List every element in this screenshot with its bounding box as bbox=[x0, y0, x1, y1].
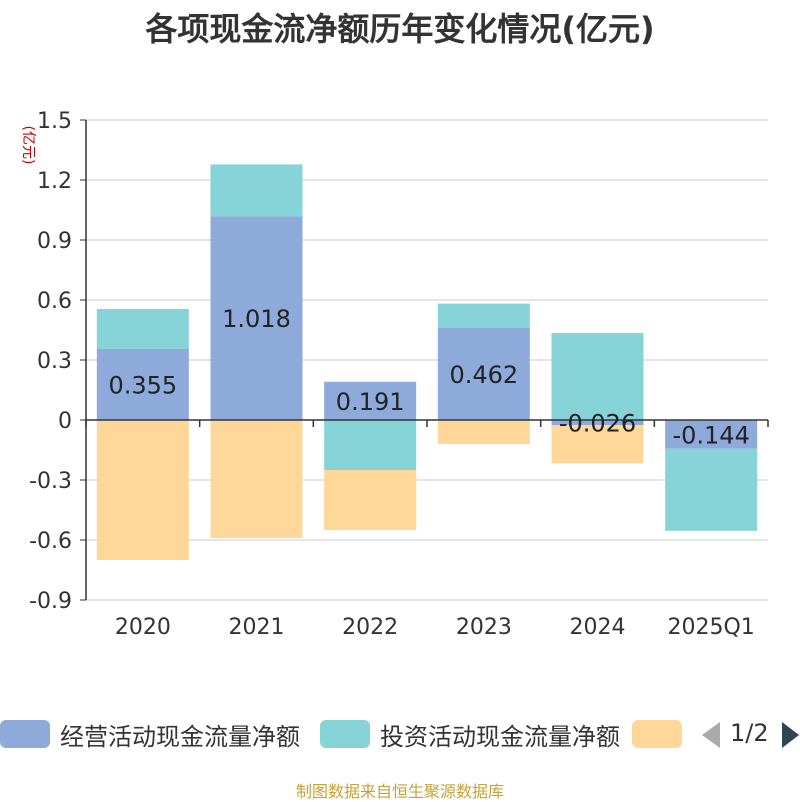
data-label: -0.144 bbox=[672, 421, 749, 449]
data-label: 0.191 bbox=[336, 388, 405, 416]
x-tick-label: 2023 bbox=[456, 615, 512, 640]
x-tick-label: 2021 bbox=[229, 615, 285, 640]
y-tick-label: 0.9 bbox=[37, 229, 72, 254]
y-tick-label: 1.5 bbox=[37, 109, 72, 134]
legend-item-financing[interactable] bbox=[632, 718, 692, 750]
chart-title: 各项现金流净额历年变化情况(亿元) bbox=[145, 10, 655, 48]
x-tick-label: 2025Q1 bbox=[668, 615, 755, 640]
data-label: 1.018 bbox=[222, 305, 291, 333]
bar-series2-2024 bbox=[551, 333, 644, 420]
bar-series3-2023 bbox=[437, 420, 530, 444]
y-tick-label: -0.9 bbox=[29, 589, 72, 614]
legend-next-arrow-icon[interactable] bbox=[780, 720, 800, 750]
legend-prev-arrow-icon[interactable] bbox=[700, 720, 722, 750]
legend-page-indicator: 1/2 bbox=[730, 719, 769, 747]
bar-series2-2021 bbox=[210, 164, 303, 217]
bar-series3-2020 bbox=[96, 420, 189, 560]
y-tick-label: 0.3 bbox=[37, 349, 72, 374]
legend-item-investing[interactable]: 投资活动现金流量净额 bbox=[320, 718, 620, 751]
legend-label-operating: 经营活动现金流量净额 bbox=[60, 722, 300, 751]
legend-swatch-operating bbox=[0, 720, 50, 748]
bar-series3-2021 bbox=[210, 420, 303, 538]
bar-series1-2023 bbox=[437, 327, 530, 420]
bar-series3-2024 bbox=[551, 425, 644, 464]
data-label: 0.462 bbox=[449, 361, 518, 389]
y-tick-label: 0.6 bbox=[37, 289, 72, 314]
footer-source: 制图数据来自恒生聚源数据库 bbox=[295, 782, 504, 801]
bar-series2-2020 bbox=[96, 309, 189, 349]
bar-layer bbox=[96, 164, 758, 560]
legend-label-investing: 投资活动现金流量净额 bbox=[380, 722, 620, 751]
bar-series1-2022 bbox=[324, 381, 417, 420]
x-tick-label: 2020 bbox=[115, 615, 171, 640]
x-tick-label: 2022 bbox=[342, 615, 398, 640]
bar-series1-2025Q1 bbox=[665, 420, 758, 449]
y-tick-label: 0 bbox=[58, 409, 72, 434]
bar-series2-2025Q1 bbox=[665, 448, 758, 531]
x-tick-label: 2024 bbox=[570, 615, 626, 640]
y-tick-label: 1.2 bbox=[37, 169, 72, 194]
data-label: 0.355 bbox=[108, 372, 177, 400]
bar-series1-2020 bbox=[96, 349, 189, 420]
axis-layer: 1.5 1.2 0.9 0.6 0.3 0 -0.3 -0.6 -0.9 2020 2021 2022… bbox=[29, 109, 769, 640]
bar-series3-2022 bbox=[324, 470, 417, 530]
y-tick-label: -0.3 bbox=[29, 469, 72, 494]
legend-swatch-financing bbox=[632, 720, 682, 748]
bar-series2-2022 bbox=[324, 420, 417, 470]
bar-series1-2024 bbox=[551, 420, 644, 426]
data-label: -0.026 bbox=[559, 410, 636, 438]
legend-item-operating[interactable]: 经营活动现金流量净额 bbox=[0, 718, 300, 751]
y-tick-label: -0.6 bbox=[29, 529, 72, 554]
y-axis-label: (亿元) bbox=[20, 126, 36, 165]
bar-series2-2023 bbox=[437, 303, 530, 328]
bar-series1-2021 bbox=[210, 216, 303, 420]
label-layer: 0.355 1.018 0.191 0.462 -0.026 -0.144 bbox=[108, 305, 749, 449]
legend-swatch-investing bbox=[320, 720, 370, 748]
